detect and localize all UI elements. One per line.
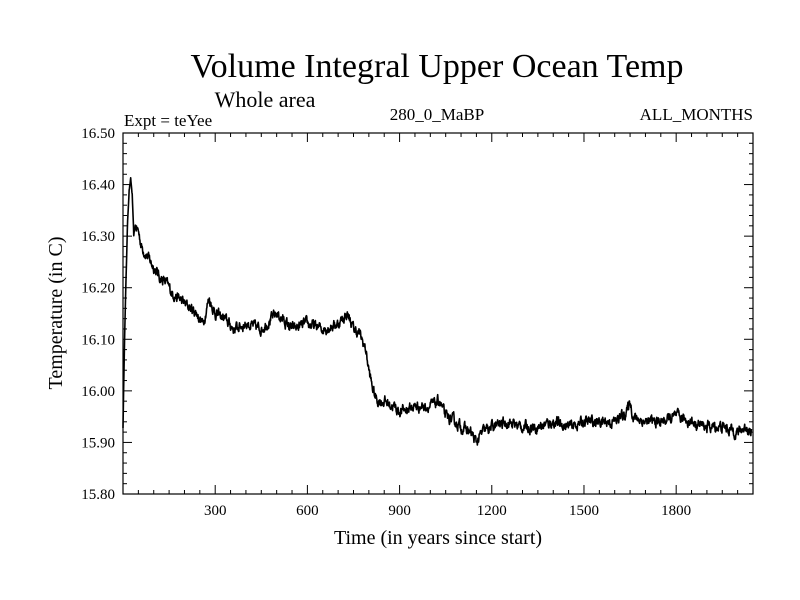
y-tick-label: 15.90: [81, 435, 115, 451]
chart-subtitle: Whole area: [215, 87, 316, 112]
y-axis-ticks: 15.80 15.90 16.00 16.10 16.20 16.30 16.40 16.50: [81, 126, 753, 503]
x-tick-label: 600: [296, 503, 319, 519]
x-axis-label: Time (in years since start): [334, 527, 542, 549]
x-tick-label: 1800: [661, 503, 691, 519]
y-tick-label: 16.20: [81, 281, 115, 297]
y-tick-label: 16.10: [81, 332, 115, 348]
y-axis-label: Temperature (in C): [45, 237, 67, 390]
experiment-label: Expt = teYee: [124, 111, 212, 130]
plot-frame: [122, 132, 754, 495]
x-tick-label: 300: [204, 503, 227, 519]
x-tick-label: 1200: [477, 503, 507, 519]
y-tick-label: 16.50: [81, 126, 115, 142]
series-line-0: [122, 176, 753, 446]
y-tick-label: 16.00: [81, 384, 115, 400]
run-label: 280_0_MaBP: [390, 105, 484, 124]
y-tick-label: 16.30: [81, 229, 115, 245]
x-axis-ticks: 300 600 900 1200 1500 1800: [137, 133, 739, 519]
months-label: ALL_MONTHS: [640, 105, 753, 124]
x-tick-label: 1500: [569, 503, 599, 519]
y-tick-label: 15.80: [81, 487, 115, 503]
x-tick-label: 900: [388, 503, 411, 519]
y-tick-label: 16.40: [81, 178, 115, 194]
chart-title: Volume Integral Upper Ocean Temp: [191, 48, 684, 85]
series-group: [122, 176, 753, 446]
